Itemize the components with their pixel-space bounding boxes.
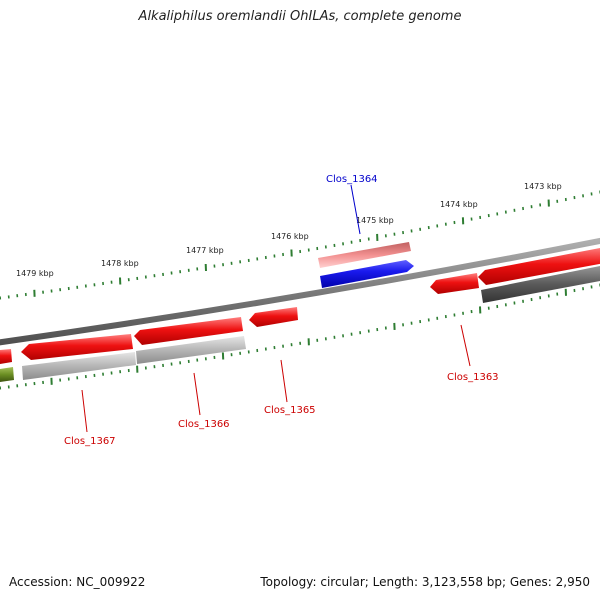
accession-text: Accession: NC_009922 — [9, 575, 146, 589]
gene-dark-right[interactable] — [481, 265, 600, 303]
gene-label-clos-1363[interactable]: Clos_1363 — [447, 372, 499, 383]
gene-clos-1367-arrow[interactable] — [21, 334, 133, 360]
topology-text: Topology: circular; Length: 3,123,558 bp… — [260, 575, 590, 589]
forward-strand-features — [318, 242, 414, 288]
leader-clos-1367 — [81, 389, 88, 433]
gene-clos-1365-arrow[interactable] — [249, 307, 298, 327]
gene-clos-1366-arrow[interactable] — [134, 317, 243, 345]
leader-clos-1366 — [193, 372, 201, 416]
gene-clos-1363-arrow[interactable] — [430, 273, 479, 294]
gene-gray-1367[interactable] — [22, 352, 136, 380]
gene-label-clos-1366[interactable]: Clos_1366 — [178, 419, 230, 430]
gene-red-right[interactable] — [478, 247, 600, 285]
gene-clos-1364-arrow[interactable] — [320, 260, 414, 288]
gene-gray-1366[interactable] — [136, 336, 246, 364]
gene-label-clos-1367[interactable]: Clos_1367 — [64, 436, 116, 447]
leader-clos-1363 — [460, 324, 471, 367]
inner-tick-ring — [0, 190, 600, 300]
tick-label-1474: 1474 kbp — [440, 200, 478, 209]
reverse-strand-features — [0, 247, 600, 382]
tick-label-1479: 1479 kbp — [16, 269, 54, 278]
gene-olive-left[interactable] — [0, 367, 14, 382]
gene-clos-1364-ghost — [318, 242, 411, 268]
gene-leader-lines — [81, 184, 471, 433]
tick-label-1477: 1477 kbp — [186, 246, 224, 255]
gene-label-clos-1365[interactable]: Clos_1365 — [264, 405, 316, 416]
genome-backbone — [0, 237, 600, 346]
tick-label-1475: 1475 kbp — [356, 216, 394, 225]
tick-label-1478: 1478 kbp — [101, 259, 139, 268]
gene-label-clos-1364[interactable]: Clos_1364 — [326, 174, 378, 185]
outer-tick-ring — [0, 283, 600, 390]
gene-labels: Clos_1364 Clos_1363 Clos_1365 Clos_1366 … — [64, 174, 499, 447]
ruler-labels: 1479 kbp 1478 kbp 1477 kbp 1476 kbp 1475… — [16, 182, 562, 278]
map-title: Alkaliphilus oremlandii OhILAs, complete… — [138, 9, 462, 24]
leader-clos-1365 — [280, 359, 288, 403]
tick-label-1473: 1473 kbp — [524, 182, 562, 191]
tick-label-1476: 1476 kbp — [271, 232, 309, 241]
gene-left-edge[interactable] — [0, 349, 12, 364]
leader-clos-1364 — [350, 184, 361, 235]
